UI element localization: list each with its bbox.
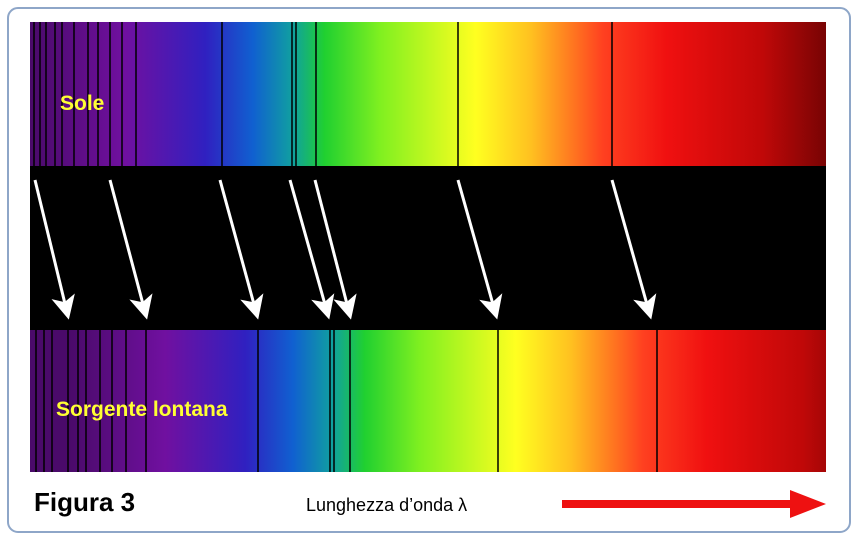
sun-spectrum (30, 22, 826, 166)
shift-arrow (288, 179, 335, 320)
black-band (30, 166, 826, 330)
sun-absorption-lines (33, 22, 613, 166)
shift-arrow (456, 179, 503, 320)
shift-arrow (33, 179, 75, 320)
shift-arrow (313, 179, 357, 320)
sun-label: Sole (60, 92, 104, 115)
arrow-shaft (562, 500, 794, 508)
wavelength-arrow (562, 490, 826, 518)
figure-caption: Figura 3 (34, 487, 135, 517)
source-label: Sorgente lontana (56, 398, 228, 421)
arrow-head (790, 490, 826, 518)
shift-arrow (610, 179, 657, 320)
shift-arrow (108, 179, 153, 320)
shift-arrow (218, 179, 264, 320)
source-spectrum (30, 330, 826, 472)
source-absorption-lines (35, 330, 658, 472)
axis-caption: Lunghezza d’onda λ (306, 495, 467, 515)
shift-arrows (33, 179, 657, 320)
